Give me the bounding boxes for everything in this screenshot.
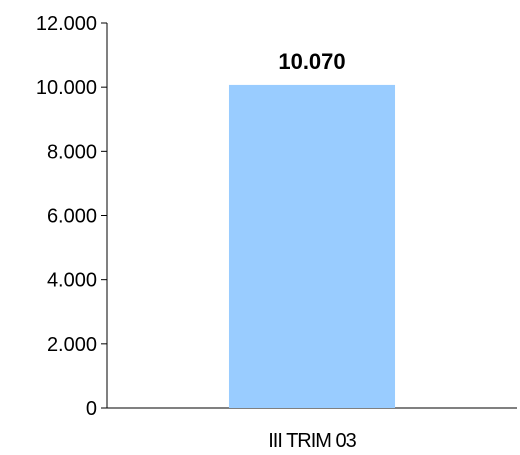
y-axis: 0 2.000 4.000 6.000 8.000 10.000 12.000 [36,13,108,420]
bars [228,84,396,408]
bar-value-label: 10.070 [278,49,345,74]
bar [228,84,396,408]
y-tick-label: 4.000 [47,270,97,292]
y-tick-label: 10.000 [36,77,97,99]
data-labels: 10.070 [278,49,345,74]
x-category-label: III TRIM 03 [268,430,356,452]
y-tick-label: 12.000 [36,13,97,35]
x-axis: III TRIM 03 [107,407,517,452]
y-tick-label: 6.000 [47,206,97,228]
y-tick-label: 2.000 [47,334,97,356]
y-tick-label: 0 [86,398,97,420]
y-tick-label: 8.000 [47,141,97,163]
